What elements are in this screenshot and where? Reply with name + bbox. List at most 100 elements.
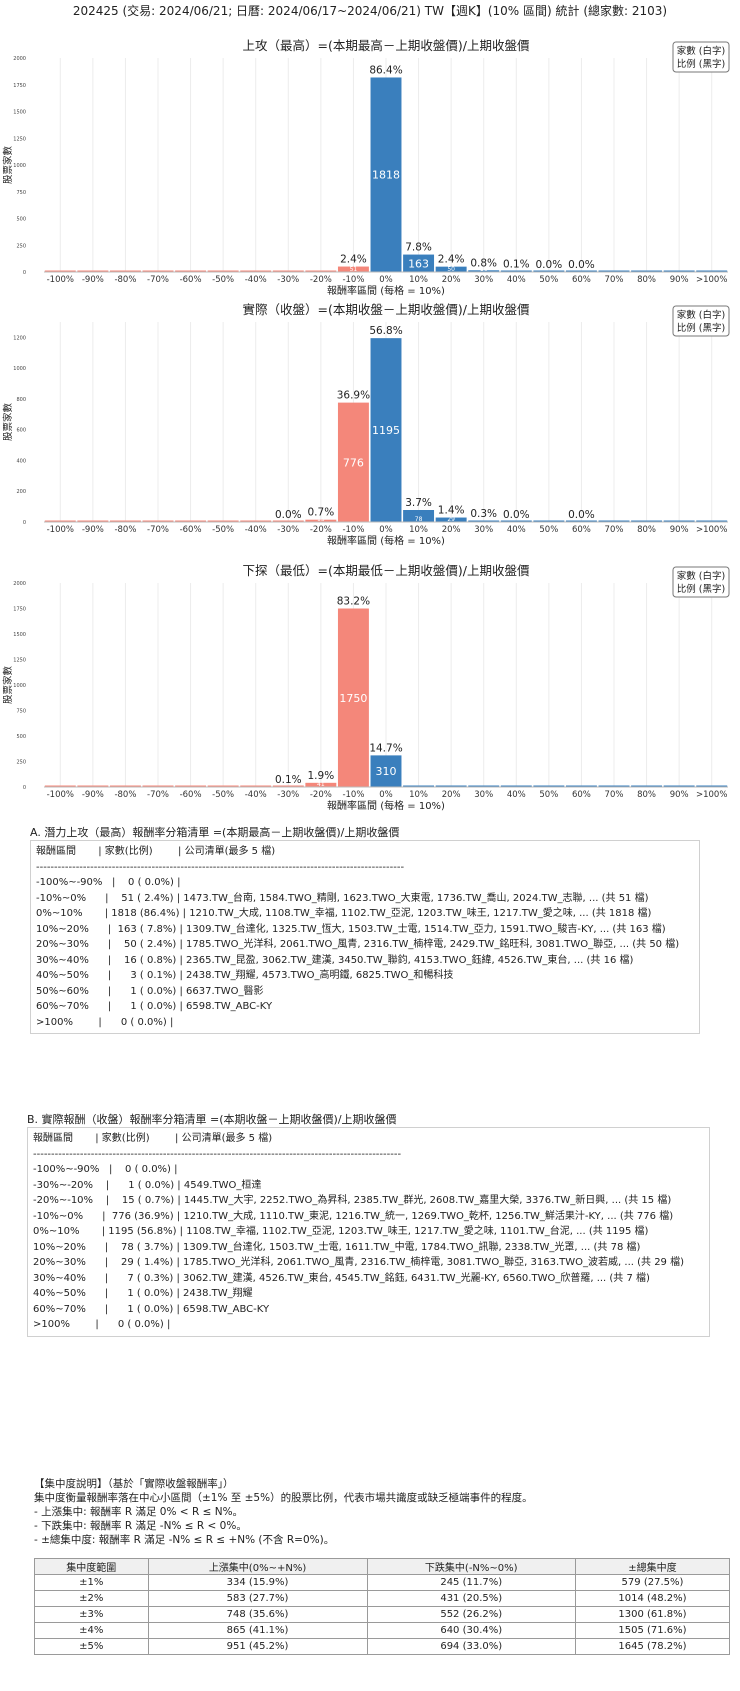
bar-40% — [500, 785, 532, 787]
bar-10% — [403, 254, 435, 272]
pct-label: 56.8% — [369, 325, 402, 337]
y-tick-label: 0 — [23, 785, 26, 791]
x-tick-label: -90% — [82, 790, 104, 800]
list-line: 40%~50% | 3 ( 0.1%) | 2438.TW_翔耀, 4573.T… — [36, 970, 454, 981]
legend-count-note: 家數 (白字) — [677, 309, 725, 321]
list-line: 10%~20% | 78 ( 3.7%) | 1309.TW_台達化, 1503… — [33, 1241, 641, 1253]
y-tick-label: 1000 — [13, 683, 26, 689]
count-label: 163 — [408, 257, 429, 270]
bar--90% — [77, 785, 109, 787]
x-tick-label: 50% — [539, 790, 558, 800]
table-cell: 1300 (61.8%) — [574, 1606, 731, 1623]
bar-80% — [631, 785, 663, 787]
table-cell: 1014 (48.2%) — [574, 1590, 731, 1607]
table-row: ±4% 865 (41.1%) 640 (30.4%) 1505 (71.6%) — [34, 1622, 731, 1639]
table-cell: 694 (33.0%) — [366, 1638, 576, 1655]
bar->100% — [696, 520, 728, 522]
count-label: 15 — [317, 516, 325, 523]
x-tick-label: 80% — [637, 525, 656, 535]
x-tick-label: -90% — [82, 525, 104, 535]
x-tick-label: 50% — [539, 275, 558, 285]
bar--90% — [77, 520, 109, 522]
count-label: 776 — [343, 456, 364, 469]
y-tick-label: 1500 — [13, 110, 26, 116]
x-tick-label: -70% — [147, 790, 169, 800]
pct-label: 2.4% — [340, 254, 367, 266]
legend-frame — [672, 566, 730, 598]
bar--10% — [337, 266, 369, 272]
bar--100% — [44, 520, 76, 522]
count-label: 41 — [317, 781, 325, 788]
x-tick-label: 10% — [409, 525, 428, 535]
x-tick-label: -60% — [180, 525, 202, 535]
table-cell: 1505 (71.6%) — [574, 1622, 731, 1639]
y-tick-label: 1750 — [13, 607, 26, 613]
list-line: ----------------------------------------… — [36, 861, 405, 873]
chart-actual: 實際（收盤）=(本期收盤－上期收盤價)/上期收盤價 0 200 400 600 800 10… — [0, 302, 740, 556]
pct-label: 7.8% — [405, 242, 432, 254]
bar-80% — [631, 520, 663, 522]
concentration-header-cell: 下跌集中(-N%~0%) — [366, 1558, 576, 1575]
x-tick-label: >100% — [696, 275, 727, 285]
y-tick-label: 1200 — [13, 335, 26, 341]
y-tick-label: 2000 — [13, 56, 26, 62]
list-a-box: 報酬區間 | 家數(比例) | 公司清單(最多 5 檔) ------------… — [30, 840, 700, 1034]
list-line: >100% | 0 ( 0.0%) | — [36, 1016, 174, 1028]
count-label: 29 — [447, 516, 455, 523]
list-line: 0%~10% | 1195 (56.8%) | 1108.TW_幸福, 1102… — [33, 1226, 649, 1237]
pct-label: 0.0% — [568, 509, 595, 521]
list-line: -10%~0% | 51 ( 2.4%) | 1473.TW_台南, 1584.… — [36, 892, 649, 904]
bar-0% — [370, 755, 402, 787]
x-tick-label: 30% — [474, 525, 493, 535]
x-tick-label: 80% — [637, 275, 656, 285]
pct-label: 14.7% — [369, 742, 402, 754]
bar--30% — [272, 270, 304, 272]
bar--90% — [77, 270, 109, 272]
y-tick-label: 800 — [16, 397, 26, 403]
pct-label: 0.8% — [470, 257, 497, 269]
bar-0% — [370, 338, 402, 522]
pct-label: 0.0% — [275, 509, 302, 521]
list-line: 60%~70% | 1 ( 0.0%) | 6598.TW_ABC-KY — [36, 1001, 273, 1012]
list-line: ----------------------------------------… — [33, 1148, 402, 1160]
x-tick-label: 70% — [605, 275, 624, 285]
page-title: 202425 (交易: 2024/06/21; 日曆: 2024/06/17~2… — [72, 4, 668, 18]
x-tick-label: -80% — [114, 275, 136, 285]
table-cell: 245 (11.7%) — [366, 1574, 576, 1591]
y-tick-label: 2000 — [13, 581, 26, 587]
x-tick-label: -20% — [310, 790, 332, 800]
bar--20% — [305, 270, 337, 272]
bar-70% — [598, 270, 630, 272]
x-tick-label: -70% — [147, 275, 169, 285]
y-tick-label: 1250 — [13, 658, 26, 664]
x-tick-label: -100% — [47, 790, 74, 800]
pct-label: 0.0% — [568, 259, 595, 271]
x-tick-label: 30% — [474, 275, 493, 285]
x-tick-label: -60% — [180, 790, 202, 800]
x-tick-label: -40% — [245, 790, 267, 800]
list-line: 10%~20% | 163 ( 7.8%) | 1309.TW_台達化, 132… — [36, 923, 666, 935]
bar-10% — [403, 510, 435, 522]
list-b-section: B. 實際報酬（收盤）報酬率分箱清單 =(本期收盤－上期收盤價)/上期收盤價 報… — [27, 1111, 710, 1337]
bar--60% — [175, 785, 207, 787]
y-tick-label: 500 — [16, 734, 26, 740]
bar--50% — [207, 785, 239, 787]
chart-svg: 上攻（最高）=(本期最高－上期收盤價)/上期收盤價 0 250 500 750 1000 1… — [2, 38, 730, 297]
table-cell: 951 (45.2%) — [147, 1638, 368, 1655]
table-cell: 640 (30.4%) — [366, 1622, 576, 1639]
bar-60% — [565, 785, 597, 787]
table-cell: ±1% — [34, 1574, 149, 1591]
legend-box: 家數 (白字)比例 (黑字) — [672, 305, 730, 337]
x-tick-label: -90% — [82, 275, 104, 285]
count-label: 310 — [376, 765, 397, 778]
x-tick-label: >100% — [696, 790, 727, 800]
table-cell: ±3% — [34, 1606, 149, 1623]
bar--10% — [337, 402, 369, 522]
pct-label: 1.4% — [438, 505, 465, 517]
pct-label: 0.3% — [470, 508, 497, 520]
x-tick-label: 90% — [670, 275, 689, 285]
y-axis-label: 股票家數 — [2, 146, 14, 185]
x-tick-label: -40% — [245, 525, 267, 535]
pct-label: 0.0% — [536, 259, 563, 271]
bar--30% — [272, 520, 304, 522]
